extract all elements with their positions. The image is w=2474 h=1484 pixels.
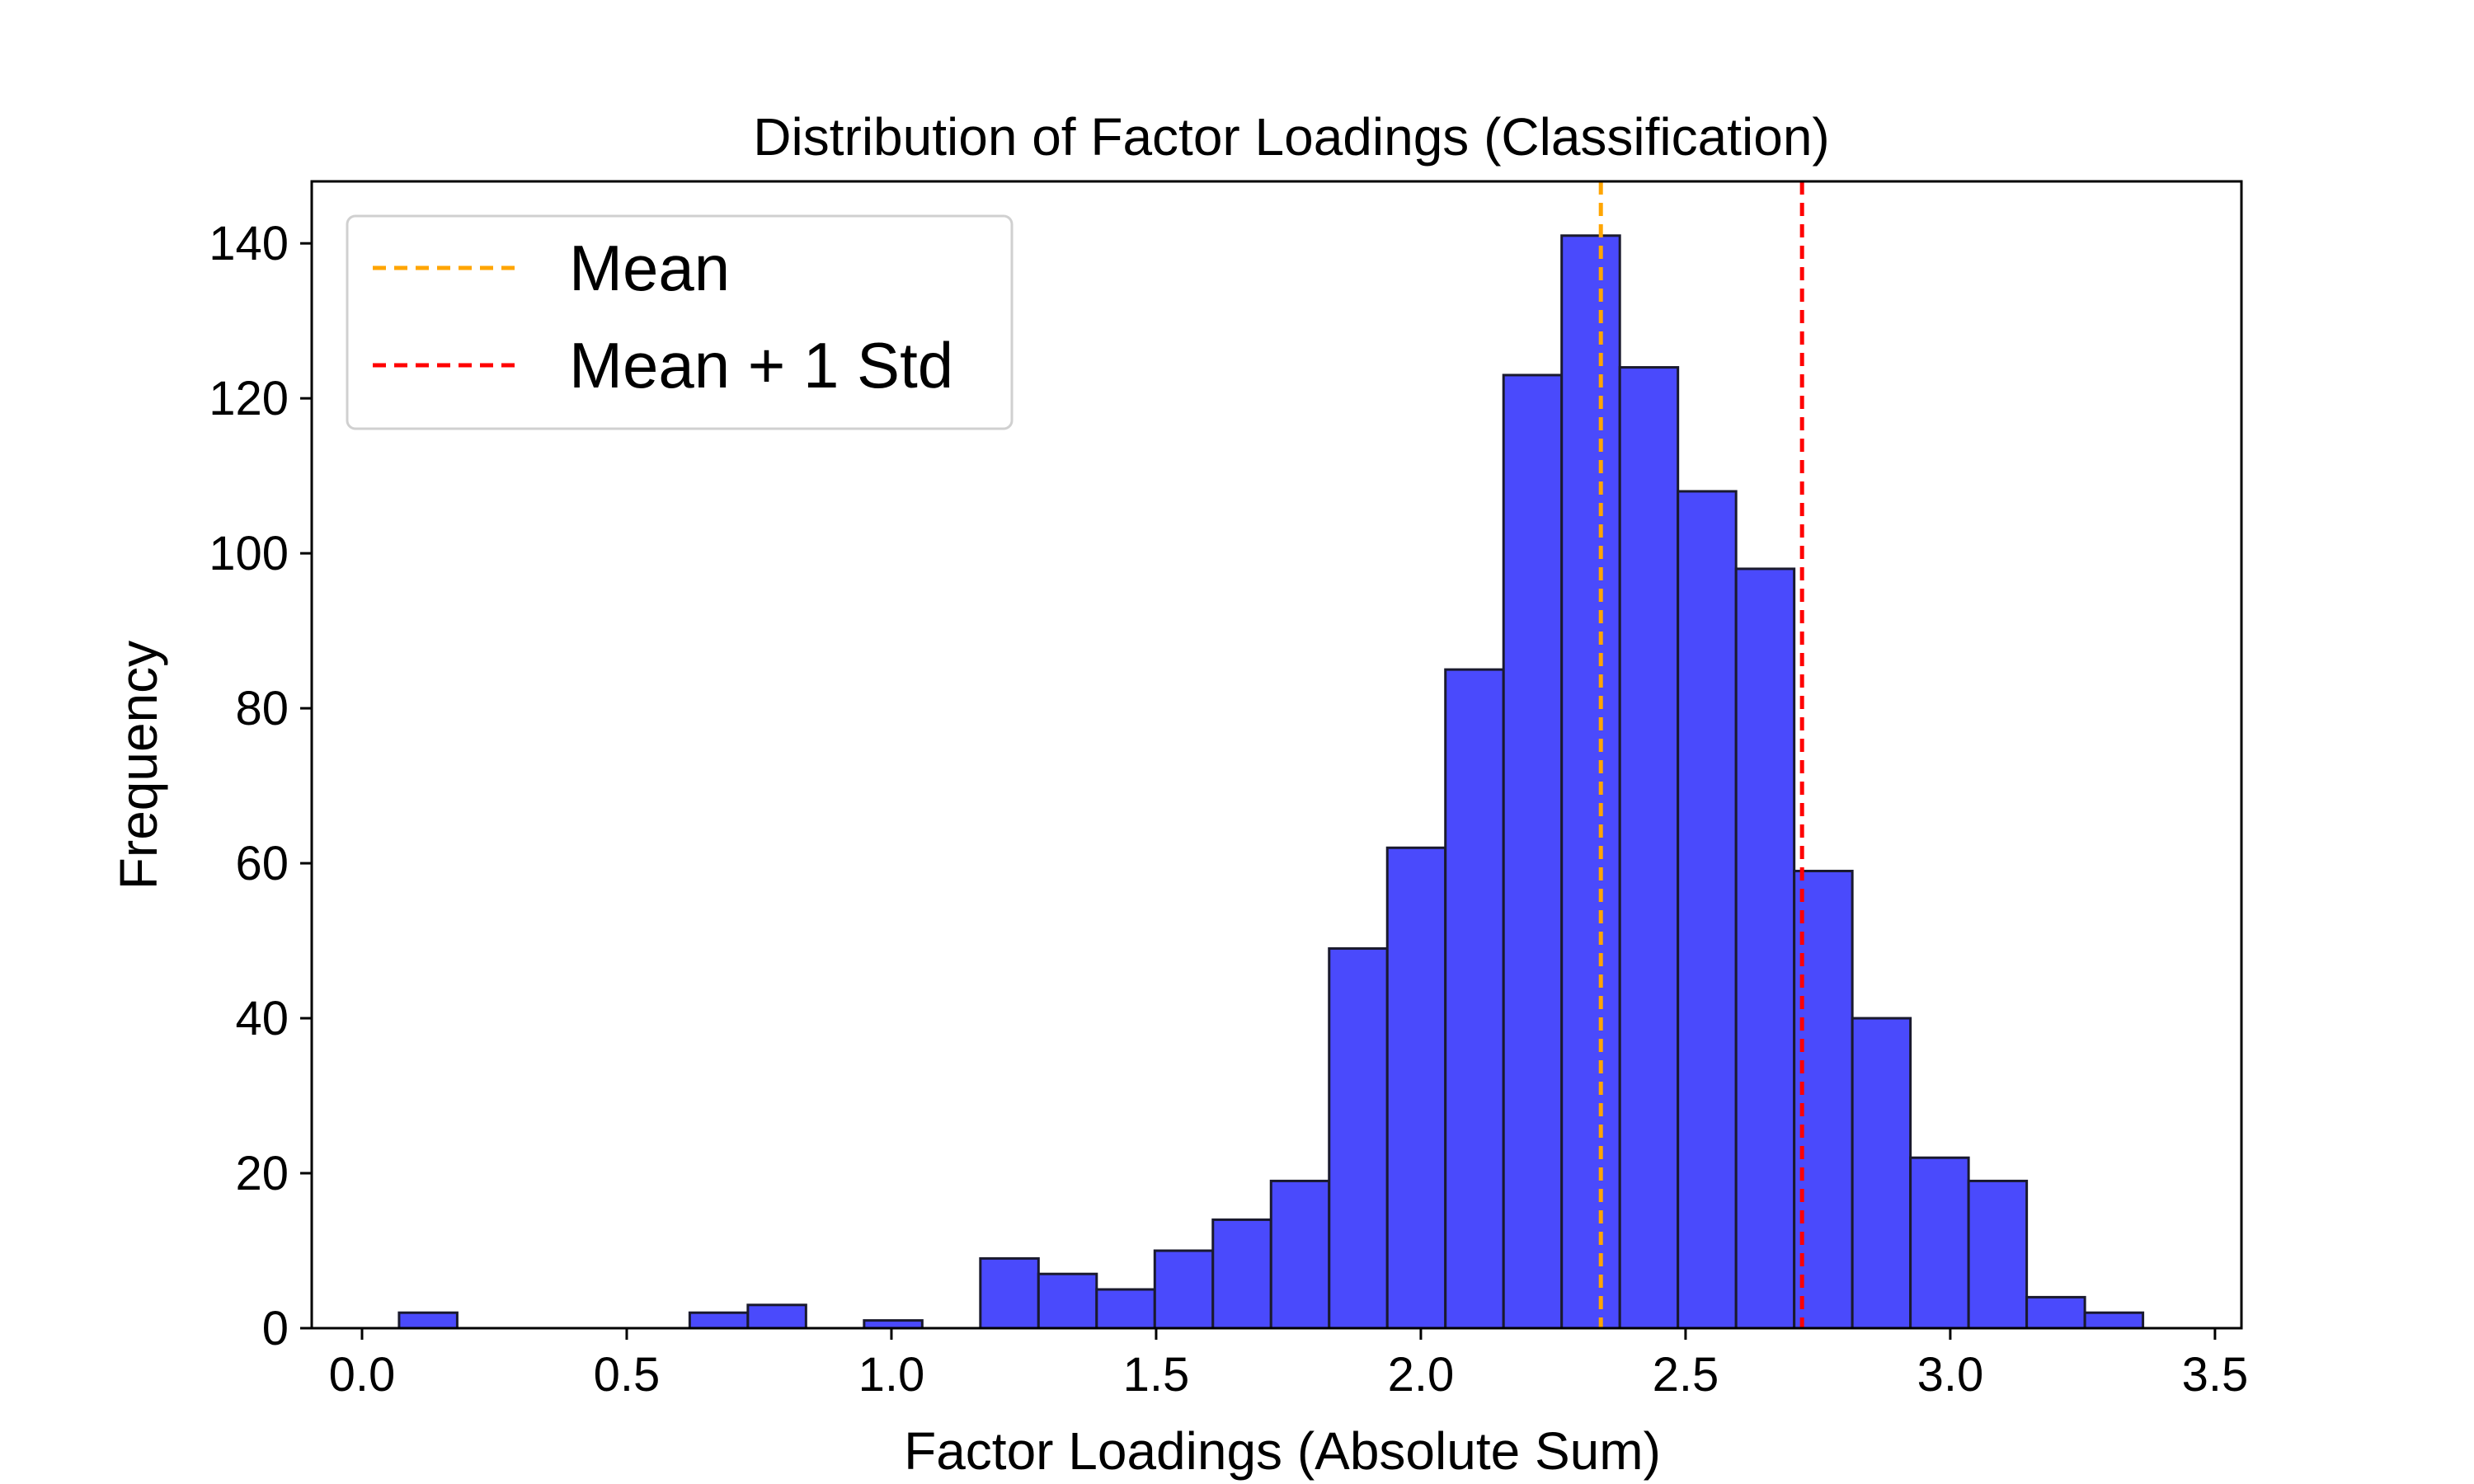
histogram-bar: [1851, 1017, 1912, 1330]
legend: Mean Mean + 1 Std: [346, 214, 1014, 430]
y-tick-label: 60: [235, 837, 289, 890]
x-tick-label: 2.5: [1653, 1348, 1719, 1402]
y-tick-label: 80: [235, 682, 289, 735]
histogram-bar: [1444, 668, 1505, 1330]
legend-label-mean-plus-std: Mean + 1 Std: [569, 329, 953, 402]
histogram-bar: [746, 1303, 807, 1330]
reference-lines: [1598, 181, 1804, 1328]
plot-frame: [310, 180, 2243, 1330]
histogram-bar: [1909, 1156, 1970, 1330]
histogram-bar: [1385, 846, 1447, 1330]
histogram-bar: [2083, 1311, 2145, 1330]
y-tick-label: 20: [235, 1147, 289, 1200]
histogram-bar: [397, 1311, 459, 1330]
x-tick-label: 0.5: [594, 1348, 661, 1402]
y-axis: 0 20 40 60 80 100 120 140: [209, 217, 312, 1355]
histogram-bar: [1037, 1272, 1098, 1330]
histogram-bar: [1502, 373, 1564, 1330]
x-tick-label: 1.5: [1123, 1348, 1190, 1402]
histogram-bar: [1734, 567, 1796, 1330]
histogram-bar: [688, 1311, 750, 1330]
x-tick-label: 2.0: [1388, 1348, 1455, 1402]
y-tick-label: 100: [209, 527, 289, 580]
histogram-bar: [1095, 1288, 1156, 1330]
histogram-bar: [1618, 366, 1680, 1330]
histogram-bar: [1967, 1179, 2029, 1330]
chart-title: Distribution of Factor Loadings (Classif…: [753, 107, 1829, 167]
x-tick-label: 0.0: [329, 1348, 396, 1402]
x-axis: 0.0 0.5 1.0 1.5 2.0 2.5 3.0 3.5: [329, 1328, 2249, 1402]
legend-label-mean: Mean: [569, 232, 730, 304]
x-axis-title: Factor Loadings (Absolute Sum): [904, 1421, 1661, 1481]
histogram-bar: [2025, 1295, 2086, 1330]
histogram-bar: [1560, 234, 1621, 1330]
x-tick-label: 3.5: [2182, 1348, 2249, 1402]
bars-group: [397, 234, 2145, 1330]
histogram-bar: [1211, 1218, 1272, 1330]
y-tick-label: 40: [235, 992, 289, 1045]
histogram-bar: [979, 1256, 1040, 1330]
y-tick-label: 0: [262, 1302, 289, 1355]
histogram-bar: [1677, 490, 1738, 1330]
y-axis-title: Frequency: [109, 641, 168, 890]
histogram-bar: [1153, 1249, 1215, 1330]
y-tick-label: 120: [209, 372, 289, 425]
y-tick-label: 140: [209, 217, 289, 270]
histogram-bar: [1328, 946, 1389, 1330]
histogram-bar: [1269, 1179, 1331, 1330]
x-tick-label: 1.0: [858, 1348, 925, 1402]
x-tick-label: 3.0: [1917, 1348, 1984, 1402]
